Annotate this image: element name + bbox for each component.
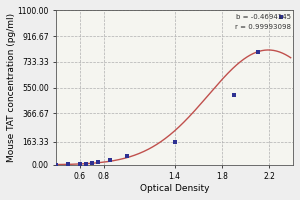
Point — [66, 163, 70, 166]
Point — [83, 162, 88, 165]
Point — [279, 16, 283, 19]
Point — [232, 93, 236, 96]
X-axis label: Optical Density: Optical Density — [140, 184, 209, 193]
Point — [95, 161, 100, 164]
Point — [255, 51, 260, 54]
Point — [172, 140, 177, 143]
Y-axis label: Mouse TAT concentration (pg/ml): Mouse TAT concentration (pg/ml) — [7, 13, 16, 162]
Point — [107, 159, 112, 162]
Point — [54, 163, 59, 166]
Point — [78, 162, 82, 166]
Point — [125, 155, 130, 158]
Text: b = -0.4694145: b = -0.4694145 — [236, 14, 291, 20]
Text: r = 0.99993098: r = 0.99993098 — [235, 24, 291, 30]
Point — [89, 161, 94, 165]
